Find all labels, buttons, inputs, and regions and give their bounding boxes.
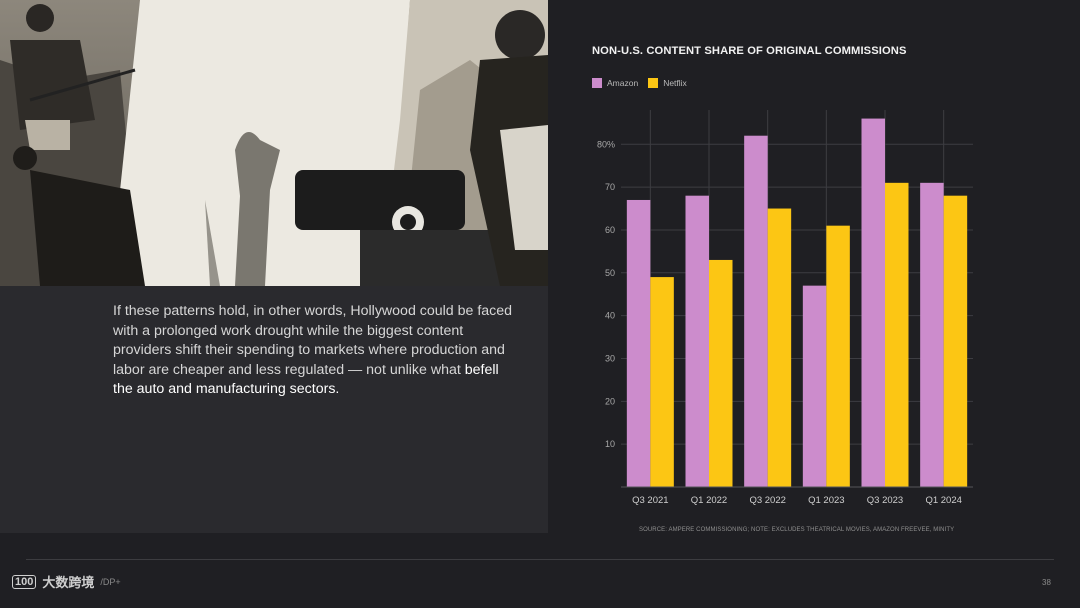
bar-netflix-q1-2023 bbox=[826, 225, 850, 487]
bar-amazon-q1-2023 bbox=[802, 285, 827, 487]
y-tick-label: 30 bbox=[605, 353, 615, 363]
bar-netflix-q1-2022 bbox=[709, 259, 733, 487]
bar-amazon-q1-2022 bbox=[685, 195, 709, 487]
body-paragraph: If these patterns hold, in other words, … bbox=[113, 302, 513, 400]
bar-netflix-q1-2024 bbox=[943, 195, 968, 487]
y-tick-label: 60 bbox=[605, 225, 615, 235]
bar-amazon-q1-2024 bbox=[920, 182, 944, 488]
y-tick-label: 80% bbox=[597, 139, 615, 149]
chart-legend: Amazon Netflix bbox=[592, 78, 687, 88]
bar-chart: 10 20 30 40 50 60 70 80% Q3 2021 Q1 2022 Q3 2022 Q1… bbox=[597, 110, 973, 506]
bar-amazon-q3-2021 bbox=[626, 199, 651, 487]
x-tick-label: Q3 2021 bbox=[632, 495, 668, 506]
x-tick-label: Q1 2022 bbox=[691, 495, 727, 506]
body-paragraph-emphasis: befell the auto and manufacturing sector… bbox=[113, 361, 499, 398]
y-tick-label: 50 bbox=[605, 268, 615, 278]
y-tick-label: 40 bbox=[605, 311, 615, 321]
legend-swatch-amazon bbox=[592, 78, 602, 88]
y-tick-label: 70 bbox=[605, 182, 615, 192]
logo-sub: /DP+ bbox=[100, 576, 121, 587]
footer-divider bbox=[26, 559, 1054, 560]
legend-item-amazon: Amazon bbox=[592, 78, 638, 88]
film-set-photo-illustration bbox=[0, 0, 548, 286]
legend-item-netflix: Netflix bbox=[648, 78, 687, 88]
y-tick-label: 10 bbox=[605, 439, 615, 449]
y-tick-label: 20 bbox=[605, 396, 615, 406]
x-tick-label: Q3 2023 bbox=[867, 495, 903, 506]
bar-netflix-q3-2021 bbox=[650, 277, 674, 487]
bar-netflix-q3-2023 bbox=[885, 182, 909, 488]
legend-swatch-netflix bbox=[648, 78, 659, 88]
x-tick-label: Q1 2023 bbox=[808, 495, 844, 506]
film-set-photo bbox=[0, 0, 548, 286]
body-paragraph-main: If these patterns hold, in other words, … bbox=[113, 303, 513, 378]
bar-amazon-q3-2023 bbox=[861, 118, 885, 488]
logo-text: 大数跨境 bbox=[42, 575, 95, 590]
chart-title: NON-U.S. CONTENT SHARE OF ORIGINAL COMMI… bbox=[592, 45, 907, 57]
legend-label-netflix: Netflix bbox=[663, 78, 687, 88]
legend-label-amazon: Amazon bbox=[607, 78, 639, 88]
page-number: 38 bbox=[1042, 578, 1051, 587]
x-tick-label: Q3 2022 bbox=[749, 495, 785, 506]
left-panel: If these patterns hold, in other words, … bbox=[0, 0, 548, 533]
footer-logo: 100 大数跨境 /DP+ bbox=[12, 572, 121, 591]
x-tick-label: Q1 2024 bbox=[925, 495, 961, 506]
bar-amazon-q3-2022 bbox=[744, 135, 768, 488]
logo-mark: 100 bbox=[12, 574, 37, 589]
chart-source-note: SOURCE: AMPERE COMMISSIONING; NOTE: EXCL… bbox=[639, 527, 955, 533]
bar-netflix-q3-2022 bbox=[767, 208, 792, 487]
